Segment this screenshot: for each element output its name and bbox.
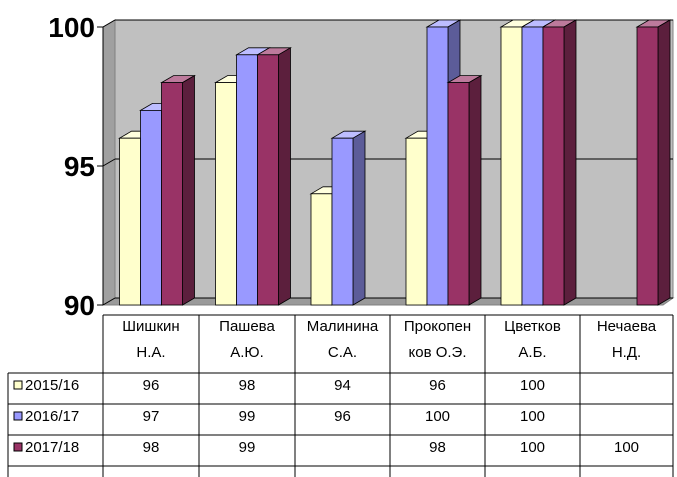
table-cell-value: 99 <box>239 439 256 456</box>
y-axis: 90 95 100 <box>48 12 104 321</box>
table-cell-value: 100 <box>614 439 639 456</box>
legend-label: 2016/17 <box>25 408 79 425</box>
x-tick-label: Пашева <box>219 318 275 335</box>
bar <box>330 130 367 306</box>
plot-area <box>101 19 675 306</box>
data-table: Шишкин Н.А. Пашева А.Ю. Малинина С.А. Прокопен… <box>7 314 674 477</box>
table-cell-value: 98 <box>143 439 160 456</box>
bar <box>446 74 483 306</box>
x-tick-label: С.А. <box>328 344 357 361</box>
legend-key <box>13 411 23 421</box>
gridline-side <box>102 158 116 167</box>
table-cell-value: 98 <box>429 439 446 456</box>
bar <box>160 74 196 306</box>
bar <box>256 47 292 306</box>
bar <box>635 19 672 306</box>
table-cell-value: 96 <box>334 408 351 425</box>
table-cell-value: 96 <box>143 377 160 394</box>
table-cell-value: 94 <box>334 377 351 394</box>
y-tick-label: 100 <box>48 12 95 43</box>
x-tick-label: Нечаева <box>597 318 657 335</box>
table-cell-value: 100 <box>425 408 450 425</box>
y-tick-label: 90 <box>64 290 95 321</box>
table-cell-value: 100 <box>520 408 545 425</box>
table-cell-value: 96 <box>429 377 446 394</box>
x-tick-label: Н.А. <box>136 344 165 361</box>
gridline-side <box>102 19 116 28</box>
x-tick-label: ков О.Э. <box>409 344 467 361</box>
x-tick-label: Малинина <box>307 318 379 335</box>
legend-key <box>13 380 23 390</box>
y-tick-label: 95 <box>64 151 95 182</box>
legend-label: 2015/16 <box>25 377 79 394</box>
x-tick-label: Прокопен <box>404 318 471 335</box>
bar <box>541 19 578 306</box>
bars <box>118 19 672 306</box>
x-tick-label: А.Ю. <box>230 344 264 361</box>
table-cell-value: 99 <box>239 408 256 425</box>
table-cell-value: 97 <box>143 408 160 425</box>
table-cell-value: 98 <box>239 377 256 394</box>
table-cell-value: 100 <box>520 439 545 456</box>
gridline-side <box>102 297 116 306</box>
x-tick-label: А.Б. <box>518 344 546 361</box>
legend-label: 2017/18 <box>25 439 79 456</box>
table-cell-value: 100 <box>520 377 545 394</box>
legend-key <box>13 442 23 452</box>
x-tick-label: Н.Д. <box>612 344 641 361</box>
x-tick-label: Цветков <box>504 318 561 335</box>
x-tick-label: Шишкин <box>122 318 179 335</box>
